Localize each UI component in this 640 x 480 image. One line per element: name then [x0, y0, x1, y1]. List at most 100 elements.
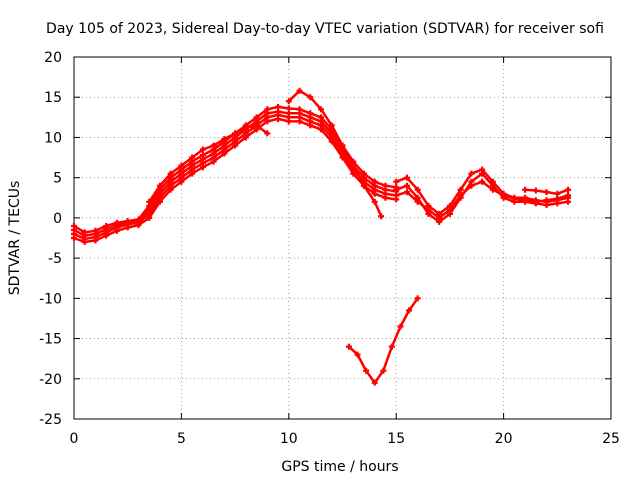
data-point: [296, 118, 303, 125]
data-point: [350, 162, 357, 169]
data-point: [388, 343, 395, 350]
data-point: [328, 138, 335, 145]
data-point: [221, 150, 228, 157]
data-point: [275, 115, 282, 122]
data-point: [113, 227, 120, 234]
series-line: [72, 105, 398, 234]
x-axis-label: GPS time / hours: [281, 459, 398, 475]
data-point: [468, 170, 475, 177]
series-track-10: [522, 186, 572, 197]
data-point: [414, 295, 421, 302]
y-tick-label: 5: [53, 171, 62, 187]
data-point: [156, 198, 163, 205]
y-tick-label: -25: [39, 412, 62, 428]
data-point: [318, 106, 325, 113]
x-axis-ticks: 0 5 10 15 20 25: [70, 57, 620, 447]
data-point: [354, 351, 361, 358]
series-line: [287, 89, 383, 218]
data-point: [565, 198, 572, 205]
series-track-11: [345, 295, 421, 386]
data-point: [146, 214, 153, 221]
x-tick-label: 0: [70, 431, 79, 447]
data-point: [554, 190, 561, 197]
y-tick-label: -15: [39, 332, 62, 348]
data-point: [378, 213, 385, 220]
x-tick-label: 10: [280, 431, 298, 447]
x-tick-label: 15: [387, 431, 405, 447]
data-point: [199, 146, 206, 153]
x-tick-label: 5: [177, 431, 186, 447]
data-point: [124, 224, 131, 231]
data-point: [232, 130, 239, 137]
data-point: [522, 186, 529, 193]
data-point: [532, 187, 539, 194]
data-point: [397, 323, 404, 330]
data-point: [146, 198, 153, 205]
data-point: [371, 379, 378, 386]
data-point: [457, 192, 464, 199]
data-point: [565, 186, 572, 193]
data-point: [285, 98, 292, 105]
data-point: [403, 182, 410, 189]
data-point: [371, 190, 378, 197]
data-point: [199, 164, 206, 171]
data-point: [296, 87, 303, 94]
chart-title: Day 105 of 2023, Sidereal Day-to-day VTE…: [46, 21, 604, 37]
grid-lines: [74, 57, 611, 419]
data-point: [489, 186, 496, 193]
x-tick-label: 25: [602, 431, 620, 447]
data-point: [210, 142, 217, 149]
data-point: [393, 178, 400, 185]
data-point: [380, 367, 387, 374]
data-point: [167, 170, 174, 177]
series-track-5: [146, 122, 271, 205]
data-point: [345, 343, 352, 350]
data-point: [242, 124, 249, 131]
data-point: [350, 170, 357, 177]
data-point: [500, 192, 507, 199]
data-point: [81, 239, 88, 246]
data-point: [339, 142, 346, 149]
x-tick-label: 20: [495, 431, 513, 447]
data-point: [403, 189, 410, 196]
data-point: [253, 122, 260, 129]
data-point: [457, 186, 464, 193]
data-point: [71, 235, 77, 241]
data-point: [189, 154, 196, 161]
y-axis-ticks: -25 -20 -15 -10 -5 0 5 10 15 20: [39, 50, 611, 428]
y-tick-label: -10: [39, 291, 62, 307]
data-series: [71, 87, 572, 386]
data-point: [360, 182, 367, 189]
series-line: [394, 180, 570, 220]
y-tick-label: -20: [39, 372, 62, 388]
data-point: [307, 94, 314, 101]
plot-frame: [73, 56, 612, 420]
data-point: [178, 162, 185, 169]
data-point: [328, 122, 335, 129]
series-track-2: [71, 108, 400, 239]
data-point: [543, 189, 550, 196]
series-line: [72, 110, 398, 237]
data-point: [363, 367, 370, 374]
y-tick-label: 20: [44, 50, 62, 66]
data-point: [382, 194, 389, 201]
y-tick-label: 15: [44, 90, 62, 106]
data-point: [307, 122, 314, 129]
data-point: [318, 126, 325, 133]
y-tick-label: 10: [44, 130, 62, 146]
data-point: [406, 307, 413, 314]
data-point: [178, 178, 185, 185]
data-point: [339, 154, 346, 161]
data-point: [393, 192, 400, 199]
data-point: [92, 237, 99, 244]
data-point: [103, 232, 110, 239]
data-point: [468, 182, 475, 189]
data-point: [414, 186, 421, 193]
data-point: [285, 118, 292, 125]
data-point: [425, 206, 432, 213]
data-point: [532, 198, 539, 205]
data-point: [156, 182, 163, 189]
data-point: [189, 170, 196, 177]
data-point: [371, 198, 378, 205]
data-point: [403, 174, 410, 181]
